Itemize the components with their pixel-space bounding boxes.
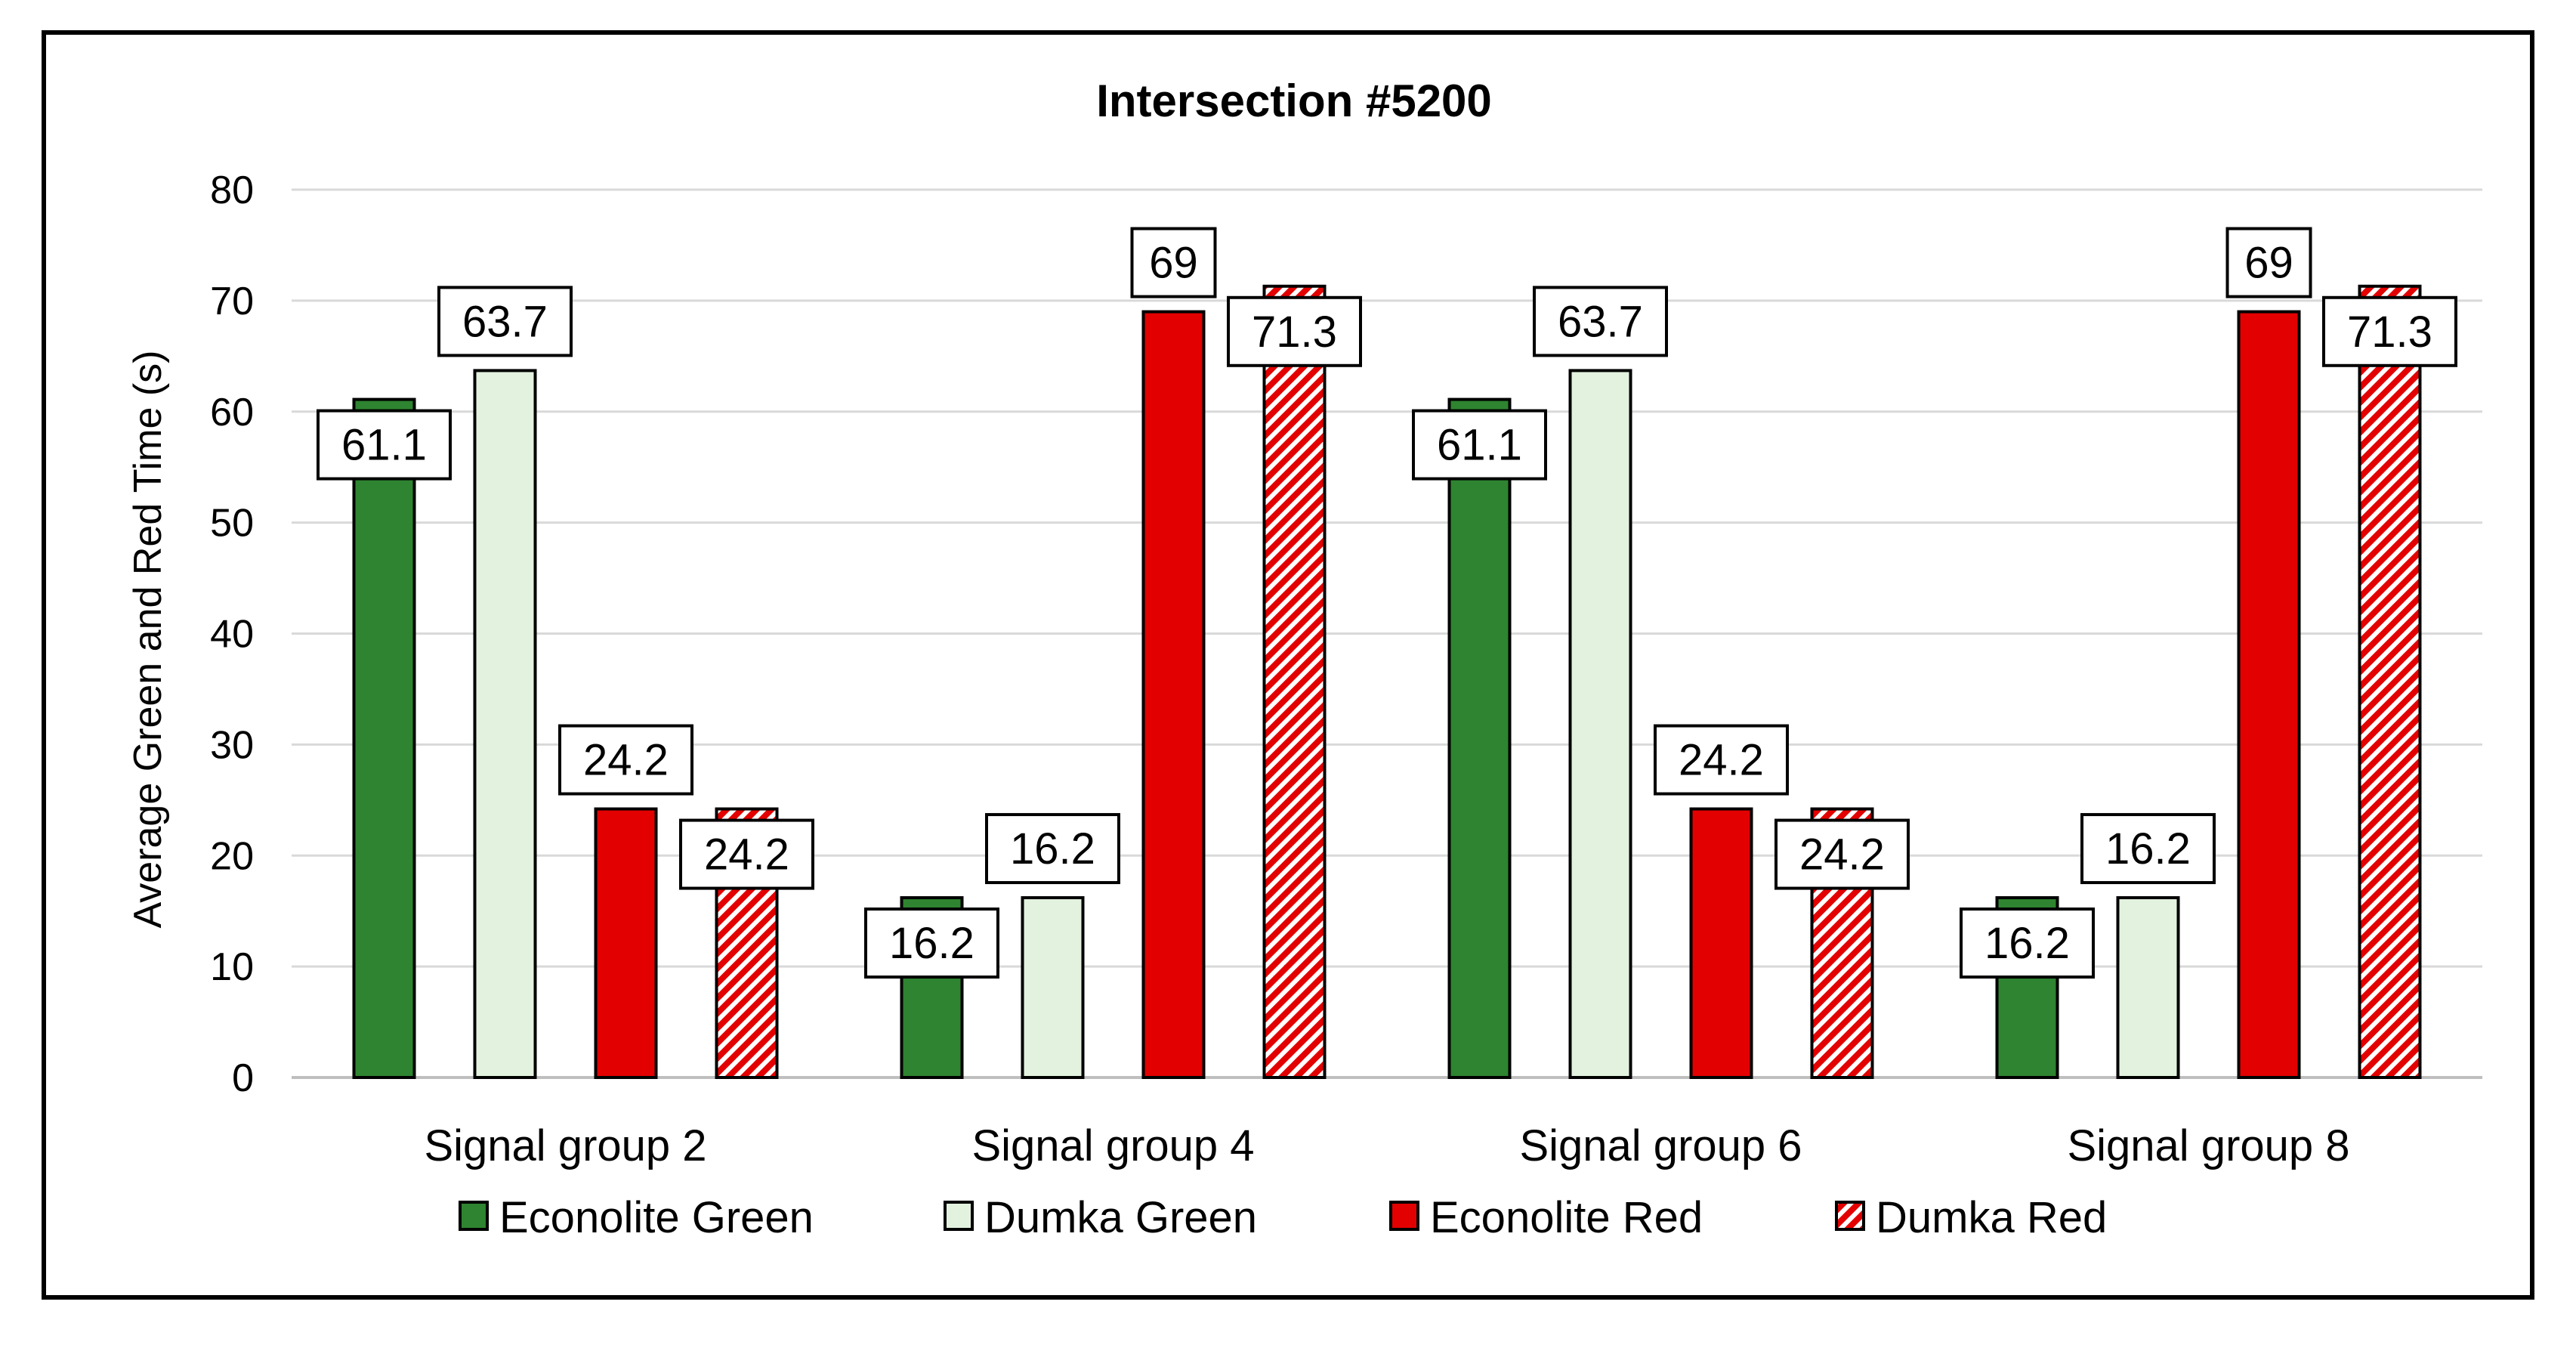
data-label-box (1130, 227, 1217, 298)
data-label: 24.2 (583, 736, 669, 785)
data-label: 71.3 (2347, 308, 2432, 357)
data-label: 24.2 (1799, 830, 1885, 880)
bar-chart: Intersection #5200 0 10 20 30 40 50 60 70 80 61.… (126, 76, 2482, 1242)
data-label-box (1960, 907, 2095, 979)
y-tick-label: 50 (210, 502, 254, 546)
data-label-box (985, 813, 1120, 885)
data-label: 69 (2244, 239, 2293, 288)
data-label-box (1774, 818, 1910, 890)
legend-label: Dumka Red (1876, 1193, 2107, 1242)
y-tick-label: 20 (210, 834, 254, 878)
y-tick-label: 40 (210, 613, 254, 657)
chart-frame: Intersection #5200 0 10 20 30 40 50 60 70 80 61.… (42, 30, 2534, 1300)
bar (2237, 310, 2301, 1079)
y-tick-label: 70 (210, 280, 254, 323)
data-label-box (1533, 286, 1668, 357)
data-label: 16.2 (889, 919, 974, 968)
y-tick-label: 0 (232, 1056, 254, 1100)
data-label-box (679, 818, 814, 890)
legend-label: Dumka Green (984, 1193, 1257, 1242)
bar (2116, 896, 2180, 1079)
y-axis-label: Average Green and Red Time (s) (126, 351, 170, 929)
y-tick-label: 60 (210, 391, 254, 434)
data-label: 16.2 (2105, 824, 2191, 873)
data-label: 61.1 (1437, 421, 1522, 470)
data-label: 63.7 (462, 297, 548, 346)
x-tick-label: Signal group 2 (424, 1121, 706, 1170)
bar (1689, 807, 1753, 1079)
bar (2358, 284, 2422, 1079)
legend-swatch (459, 1201, 489, 1231)
bar (594, 807, 658, 1079)
y-tick-label: 80 (210, 168, 254, 212)
bar (1141, 310, 1206, 1079)
y-tick-label: 30 (210, 723, 254, 767)
data-label-box (558, 724, 693, 796)
data-label: 61.1 (341, 421, 427, 470)
x-axis: Signal group 2 Signal group 4 Signal group… (424, 1121, 2349, 1170)
bars (352, 284, 2422, 1079)
data-label: 63.7 (1558, 297, 1643, 346)
legend: Econolite Green Dumka Green Econolite Red D… (459, 1193, 2107, 1242)
legend-swatch (1835, 1201, 1865, 1231)
data-label-box (1654, 724, 1789, 796)
bar (1262, 284, 1327, 1079)
data-label-box (864, 907, 999, 979)
bar (1021, 896, 1085, 1079)
data-label: 71.3 (1252, 308, 1337, 357)
x-tick-label: Signal group 6 (1519, 1121, 1802, 1170)
data-label: 24.2 (704, 830, 789, 880)
legend-label: Econolite Green (499, 1193, 814, 1242)
data-label-box (317, 409, 452, 481)
data-label: 16.2 (1010, 824, 1095, 873)
y-axis: 0 10 20 30 40 50 60 70 80 (210, 168, 254, 1100)
legend-swatch (944, 1201, 974, 1231)
bar (473, 369, 537, 1079)
data-labels: 61.1 63.7 24.2 24.2 16.2 16.2 69 71.3 61.1 63.7 24… (317, 227, 2457, 979)
y-tick-label: 10 (210, 945, 254, 989)
x-tick-label: Signal group 4 (971, 1121, 1254, 1170)
bar (352, 397, 416, 1079)
bar (1568, 369, 1632, 1079)
data-label: 24.2 (1679, 736, 1764, 785)
data-label-box (2225, 227, 2312, 298)
data-label-box (1227, 295, 1362, 367)
data-label: 69 (1149, 239, 1198, 288)
x-tick-label: Signal group 8 (2067, 1121, 2349, 1170)
data-label-box (437, 286, 573, 357)
data-label-box (2322, 295, 2457, 367)
data-label-box (1412, 409, 1547, 481)
data-label: 16.2 (1985, 919, 2070, 968)
data-label-box (2080, 813, 2216, 885)
legend-swatch (1389, 1201, 1419, 1231)
legend-label: Econolite Red (1430, 1193, 1703, 1242)
bar (1447, 397, 1512, 1079)
chart-title: Intersection #5200 (1096, 76, 1492, 126)
